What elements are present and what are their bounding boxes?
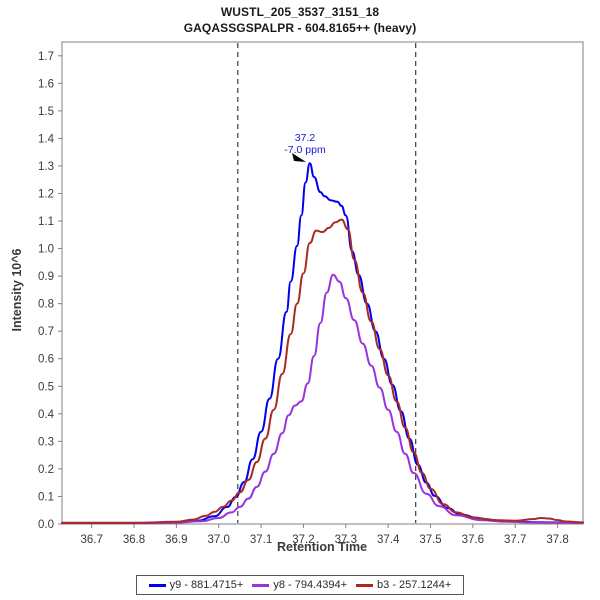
x-tick-label: 37.2 — [292, 534, 314, 546]
x-tick-label: 37.4 — [377, 534, 400, 546]
annotation-mass-error: -7.0 ppm — [284, 144, 326, 156]
chart-legend: y9 - 881.4715+ y8 - 794.4394+ b3 - 257.1… — [136, 575, 464, 595]
series-line — [61, 273, 584, 525]
series-lines — [61, 162, 584, 525]
y-tick-label: 1.0 — [38, 244, 54, 256]
legend-item[interactable]: y9 - 881.4715+ — [148, 579, 244, 591]
x-tick-label: 37.8 — [546, 534, 568, 546]
legend-swatch-icon — [148, 583, 166, 587]
legend-item[interactable]: y8 - 794.4394+ — [252, 579, 347, 591]
y-tick-label: 0.3 — [38, 436, 54, 448]
legend-item-label: y8 - 794.4394+ — [273, 579, 348, 591]
legend-item-label: b3 - 257.1244+ — [377, 579, 452, 591]
y-tick-label: 1.4 — [38, 133, 55, 145]
annotation-retention-time: 37.2 — [295, 132, 316, 144]
y-tick-label: 0.2 — [38, 464, 54, 476]
y-tick-label: 0.5 — [38, 381, 54, 393]
plot-frame — [61, 41, 584, 525]
peak-annotation: 37.2 -7.0 ppm — [284, 132, 326, 162]
y-tick-label: 1.6 — [38, 78, 54, 90]
y-tick-label: 0.6 — [38, 354, 54, 366]
y-tick-label: 0.4 — [38, 409, 55, 421]
legend-item-label: y9 - 881.4715+ — [169, 579, 244, 591]
y-tick-label: 1.3 — [38, 161, 54, 173]
page-title: WUSTL_205_3537_3151_18 — [220, 5, 380, 19]
x-axis-ticks: 36.7 36.8 36.9 37.0 37.1 37.2 37.3 37.4 37.5 37.6… — [80, 524, 569, 546]
x-tick-label: 37.1 — [250, 534, 272, 546]
y-axis-ticks: 0.0 0.1 0.2 0.3 0.4 0.5 0.6 0.7 0.8 0.9 1.0 1.1 1.2 1… — [38, 51, 62, 531]
x-tick-label: 36.8 — [123, 534, 145, 546]
series-line — [61, 218, 584, 524]
x-axis-label: Retention Time — [277, 540, 367, 554]
y-tick-label: 0.9 — [38, 271, 54, 283]
legend-item[interactable]: b3 - 257.1244+ — [356, 579, 451, 591]
chart-title-block: WUSTL_205_3537_3151_18 GAQASSGSPALPR - 6… — [0, 4, 600, 36]
y-tick-label: 1.7 — [38, 51, 54, 63]
x-tick-label: 36.9 — [165, 534, 187, 546]
legend-swatch-icon — [356, 583, 374, 587]
y-tick-label: 0.0 — [38, 519, 54, 531]
y-tick-label: 0.7 — [38, 326, 54, 338]
y-tick-label: 1.1 — [38, 216, 54, 228]
x-tick-label: 37.7 — [504, 534, 526, 546]
y-tick-label: 0.8 — [38, 299, 54, 311]
y-tick-label: 1.2 — [38, 188, 54, 200]
x-tick-label: 37.6 — [462, 534, 484, 546]
x-tick-label: 37.3 — [335, 534, 357, 546]
x-tick-label: 37.5 — [419, 534, 441, 546]
y-tick-label: 0.1 — [38, 491, 54, 503]
integration-boundary-lines — [237, 43, 417, 523]
annotation-arrow-icon — [292, 153, 306, 162]
x-tick-label: 36.7 — [80, 534, 102, 546]
y-axis-label: Intensity 10^6 — [10, 248, 24, 331]
legend-swatch-icon — [252, 583, 270, 587]
x-tick-label: 37.0 — [208, 534, 230, 546]
chart-subtitle: GAQASSGSPALPR - 604.8165++ (heavy) — [183, 21, 417, 35]
y-tick-label: 1.5 — [38, 106, 54, 118]
series-line — [61, 162, 584, 524]
